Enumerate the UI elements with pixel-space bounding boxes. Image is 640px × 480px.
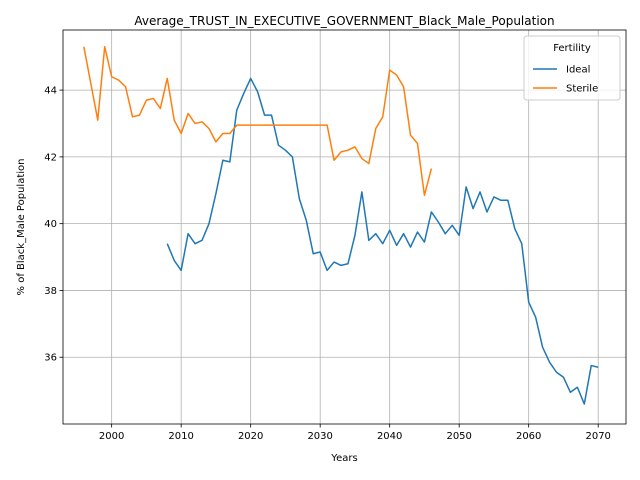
x-tick-label: 2010 <box>168 431 193 442</box>
y-tick-label: 40 <box>44 219 57 230</box>
x-tick-label: 2000 <box>99 431 124 442</box>
x-tick-label: 2060 <box>516 431 541 442</box>
y-tick-label: 36 <box>44 353 57 364</box>
legend: Fertility Ideal Sterile <box>523 35 621 101</box>
x-axis-label: Years <box>330 453 357 464</box>
series-line-ideal <box>166 77 599 405</box>
legend-box <box>523 35 621 101</box>
x-tick-label: 2030 <box>307 431 332 442</box>
x-tick-label: 2070 <box>585 431 610 442</box>
series-line-sterile <box>83 45 433 197</box>
legend-entries: Ideal Sterile <box>533 65 598 95</box>
legend-entry-label: Ideal <box>566 65 590 76</box>
y-tick-label: 42 <box>44 152 57 163</box>
legend-title: Fertility <box>553 43 591 54</box>
y-axis-label: % of Black_Male Population <box>16 159 27 296</box>
x-axis: 2000 2010 2020 2030 2040 2050 2060 2070 <box>99 424 611 442</box>
x-tick-label: 2040 <box>377 431 402 442</box>
y-tick-label: 38 <box>44 286 57 297</box>
y-tick-label: 44 <box>44 86 57 97</box>
x-tick-label: 2020 <box>238 431 263 442</box>
y-axis: 36 38 40 42 44 <box>44 86 63 364</box>
legend-entry-label: Sterile <box>566 84 598 95</box>
x-tick-label: 2050 <box>446 431 471 442</box>
series-layer <box>83 45 599 405</box>
plot-frame <box>62 29 627 425</box>
chart-title: Average_TRUST_IN_EXECUTIVE_GOVERNMENT_Bl… <box>134 14 554 28</box>
